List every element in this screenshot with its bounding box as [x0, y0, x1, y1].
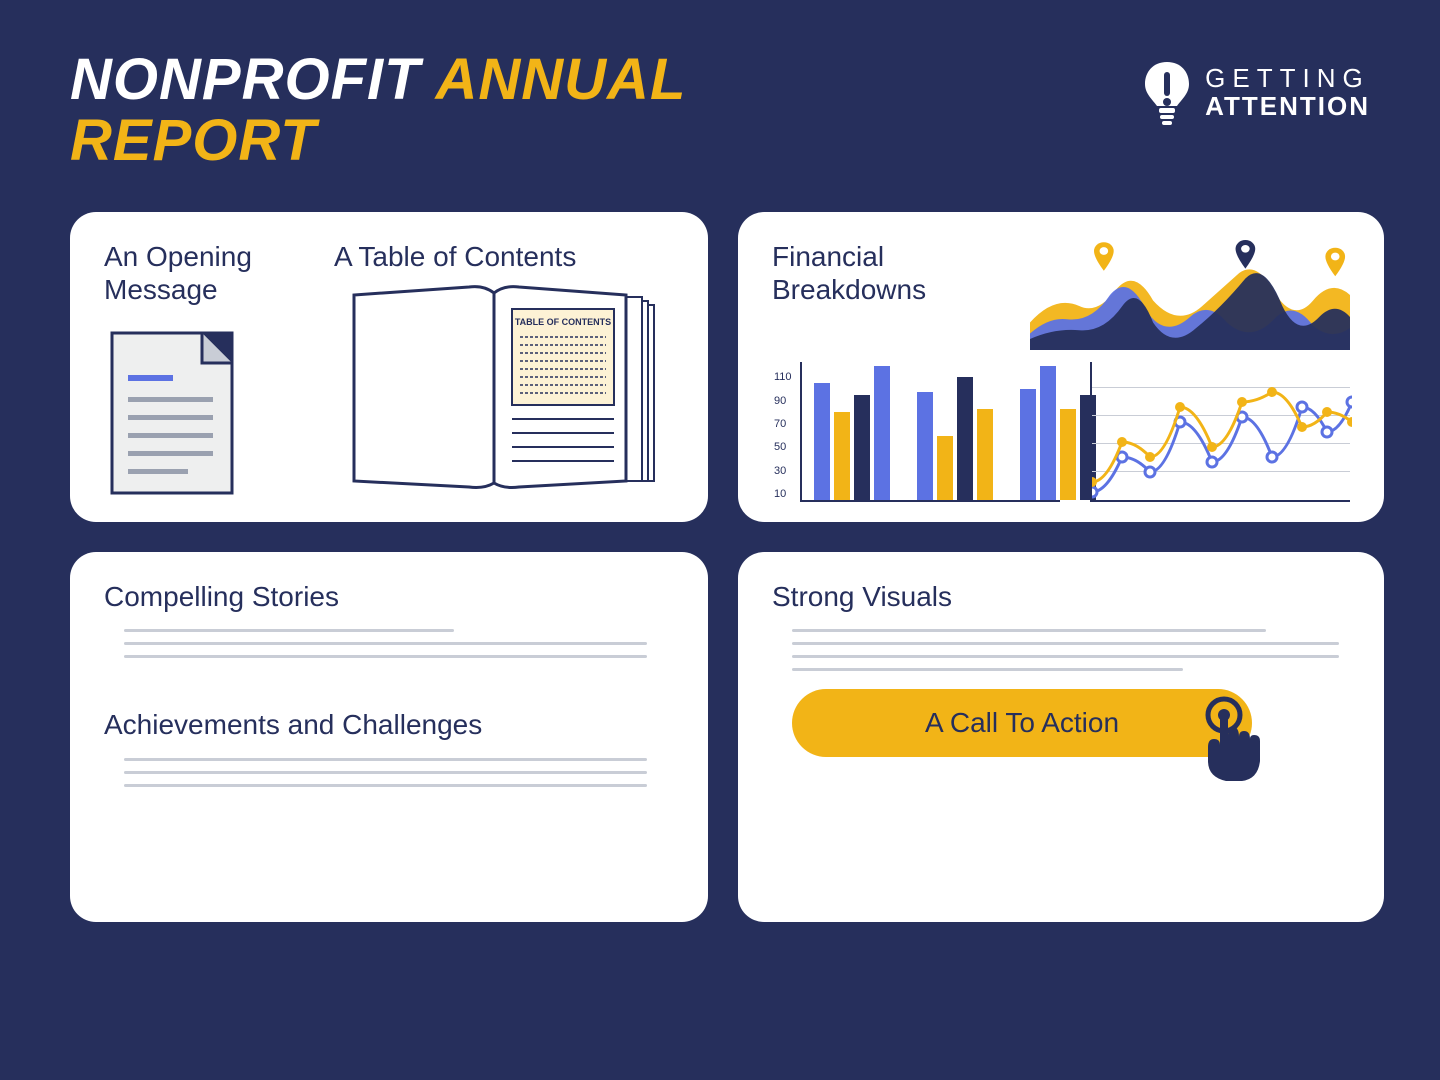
text-placeholder-line — [792, 655, 1339, 658]
heading-financial: Financial Breakdowns — [772, 240, 972, 307]
ytick-label: 10 — [774, 488, 786, 500]
bar — [937, 436, 953, 500]
heading-stories: Compelling Stories — [104, 580, 674, 614]
text-placeholder-line — [124, 629, 454, 632]
text-placeholder-line — [792, 629, 1266, 632]
bar-chart: 1030507090110 — [800, 362, 1060, 502]
document-icon — [104, 325, 254, 505]
heading-opening-message: An Opening Message — [104, 240, 304, 307]
bar — [874, 366, 890, 500]
heading-toc: A Table of Contents — [334, 240, 674, 274]
bar — [917, 392, 933, 499]
text-placeholder-line — [124, 655, 647, 658]
open-book-icon: TABLE OF CONTENTS — [334, 283, 674, 493]
logo-line-1: GETTING — [1205, 65, 1370, 91]
map-pin-icon — [1094, 242, 1114, 271]
bar — [1020, 389, 1036, 500]
text-placeholder-line — [124, 758, 647, 761]
cta-label: A Call To Action — [925, 707, 1119, 739]
area-chart — [1030, 240, 1350, 350]
lightbulb-icon — [1141, 58, 1193, 126]
text-placeholder-line — [792, 642, 1339, 645]
cta-button[interactable]: A Call To Action — [792, 689, 1252, 757]
title-word-1: NONPROFIT — [70, 47, 421, 112]
line-chart — [1090, 362, 1350, 502]
title-word-2: ANNUAL — [436, 47, 687, 112]
heading-achievements: Achievements and Challenges — [104, 708, 674, 742]
ytick-label: 50 — [774, 441, 786, 453]
bar — [957, 377, 973, 500]
brand-logo: GETTING ATTENTION — [1141, 58, 1370, 126]
bar — [1060, 409, 1076, 500]
ytick-label: 90 — [774, 395, 786, 407]
ytick-label: 70 — [774, 418, 786, 430]
bar — [834, 412, 850, 500]
pointer-hand-icon — [1192, 695, 1272, 785]
page-title: NONPROFIT ANNUAL REPORT — [70, 50, 686, 172]
logo-line-2: ATTENTION — [1205, 93, 1370, 119]
bar — [814, 383, 830, 500]
card-financial: Financial Breakdowns 1030507090110 — [738, 212, 1384, 522]
ytick-label: 110 — [774, 371, 792, 383]
title-word-3: REPORT — [70, 108, 317, 173]
heading-visuals: Strong Visuals — [772, 580, 1350, 614]
card-stories-achievements: Compelling Stories Achievements and Chal… — [70, 552, 708, 922]
map-pin-icon — [1236, 240, 1256, 269]
bar — [977, 409, 993, 500]
card-opening-toc: An Opening Message A Table of Contents — [70, 212, 708, 522]
bar — [854, 395, 870, 500]
toc-label: TABLE OF CONTENTS — [515, 317, 611, 327]
text-placeholder-line — [792, 668, 1183, 671]
ytick-label: 30 — [774, 465, 786, 477]
card-visuals-cta: Strong Visuals A Call To Action — [738, 552, 1384, 922]
text-placeholder-line — [124, 784, 647, 787]
bar — [1040, 366, 1056, 500]
map-pin-icon — [1325, 247, 1345, 276]
text-placeholder-line — [124, 642, 647, 645]
text-placeholder-line — [124, 771, 647, 774]
